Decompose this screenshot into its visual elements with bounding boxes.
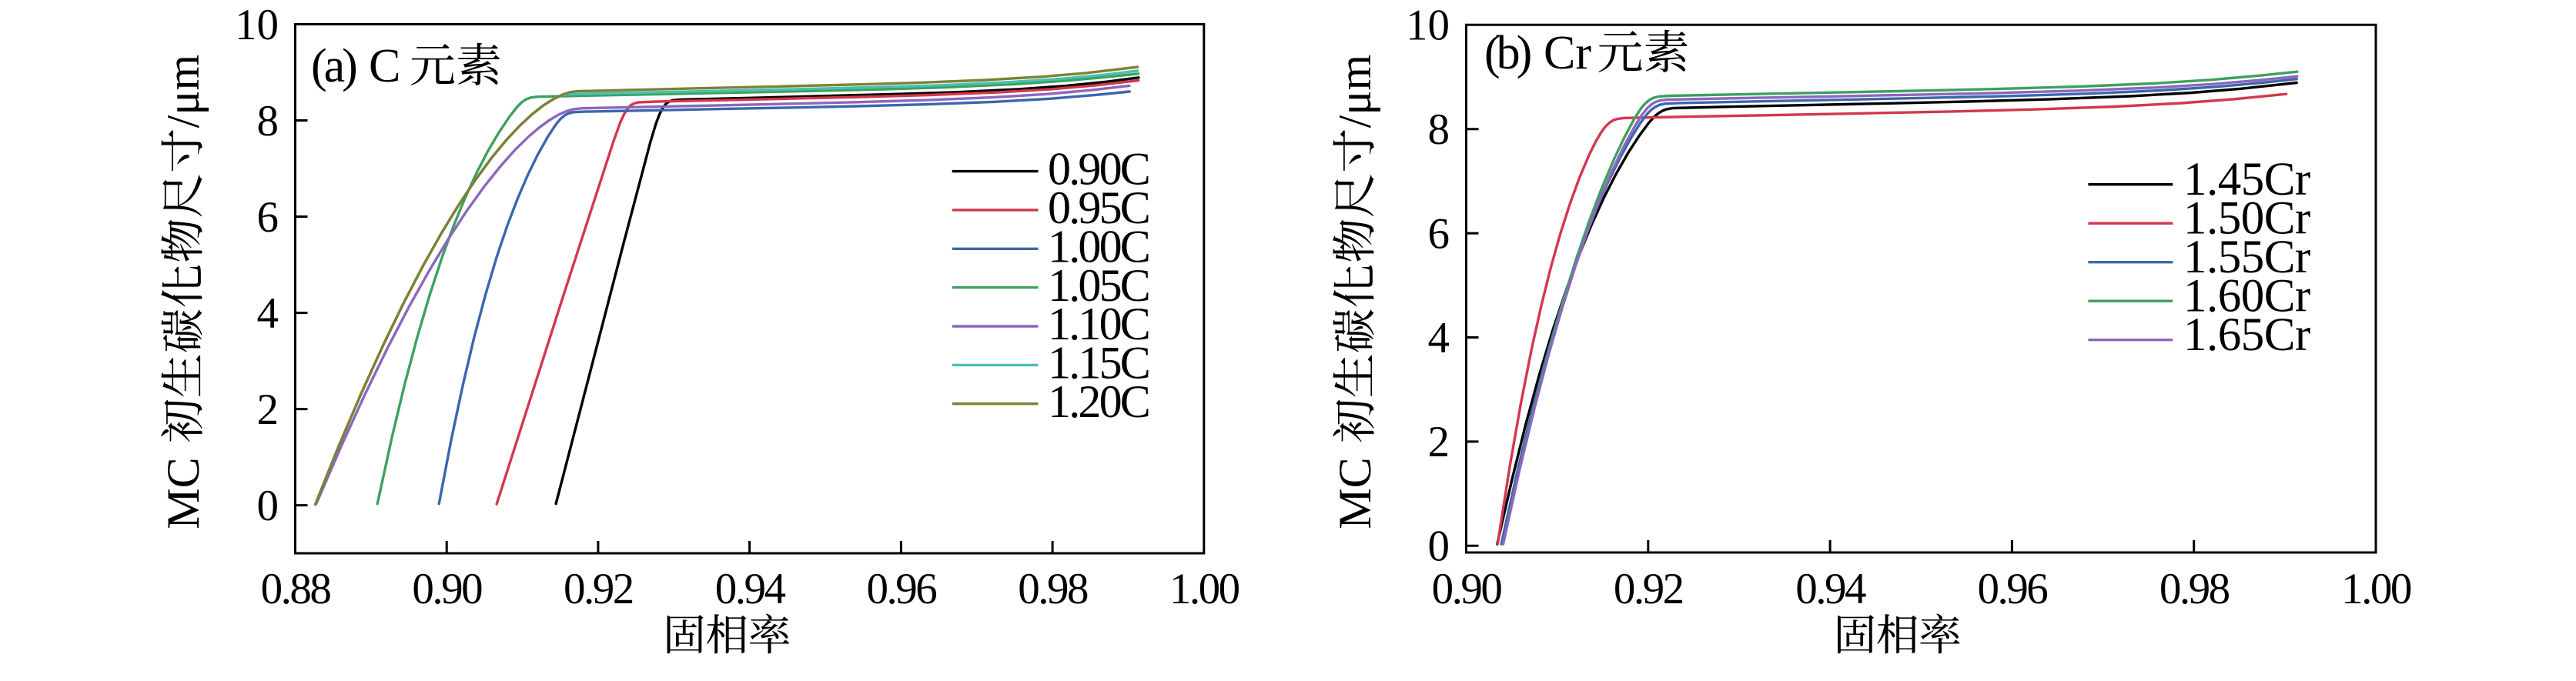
svg-text:1.05C: 1.05C [1048, 260, 1149, 311]
svg-text:0.94: 0.94 [1795, 565, 1866, 613]
svg-text:/μm: /μm [158, 55, 209, 129]
svg-text:0: 0 [1428, 522, 1450, 571]
svg-text:1.20C: 1.20C [1048, 376, 1149, 427]
svg-text:MC: MC [158, 457, 209, 529]
svg-text:0.92: 0.92 [1614, 565, 1683, 613]
svg-text:0.98: 0.98 [2159, 565, 2230, 613]
svg-text:2: 2 [257, 386, 279, 434]
svg-text:8: 8 [1428, 105, 1450, 154]
svg-text:1.10C: 1.10C [1048, 299, 1149, 349]
svg-text:1.00: 1.00 [1169, 565, 1239, 613]
svg-text:4: 4 [257, 289, 279, 338]
svg-text:C: C [369, 40, 400, 92]
svg-text:0.95C: 0.95C [1048, 182, 1149, 233]
svg-text:MC: MC [1330, 457, 1380, 529]
svg-text:1.00: 1.00 [2341, 565, 2411, 613]
svg-text:6: 6 [1428, 209, 1450, 258]
svg-text:2: 2 [1428, 418, 1450, 466]
svg-text:Cr: Cr [1544, 27, 1591, 79]
svg-text:1.60Cr: 1.60Cr [2183, 270, 2310, 322]
svg-text:(b): (b) [1484, 27, 1531, 79]
svg-text:0: 0 [257, 482, 279, 530]
svg-text:1.00C: 1.00C [1048, 221, 1149, 272]
svg-text:0.96: 0.96 [1978, 565, 2048, 613]
svg-text:0.94: 0.94 [715, 565, 786, 613]
svg-text:0.98: 0.98 [1018, 565, 1088, 613]
svg-text:0.90: 0.90 [412, 565, 482, 613]
svg-text:10: 10 [235, 1, 279, 49]
svg-text:1.50Cr: 1.50Cr [2183, 192, 2310, 244]
svg-text:0.90C: 0.90C [1048, 144, 1149, 195]
svg-text:1.45Cr: 1.45Cr [2183, 154, 2310, 205]
svg-text:0.90: 0.90 [1432, 565, 1502, 613]
svg-text:1.65Cr: 1.65Cr [2183, 309, 2310, 361]
svg-text:1.15C: 1.15C [1048, 338, 1149, 389]
svg-text:1.55Cr: 1.55Cr [2183, 232, 2310, 283]
svg-text:8: 8 [257, 97, 279, 145]
svg-text:4: 4 [1428, 314, 1450, 362]
svg-text:(a): (a) [311, 40, 356, 92]
svg-text:10: 10 [1406, 2, 1450, 50]
svg-text:0.96: 0.96 [867, 565, 937, 613]
svg-text:/μm: /μm [1330, 55, 1380, 129]
svg-text:0.92: 0.92 [564, 565, 633, 613]
svg-text:6: 6 [257, 193, 279, 242]
svg-text:0.88: 0.88 [261, 565, 331, 613]
